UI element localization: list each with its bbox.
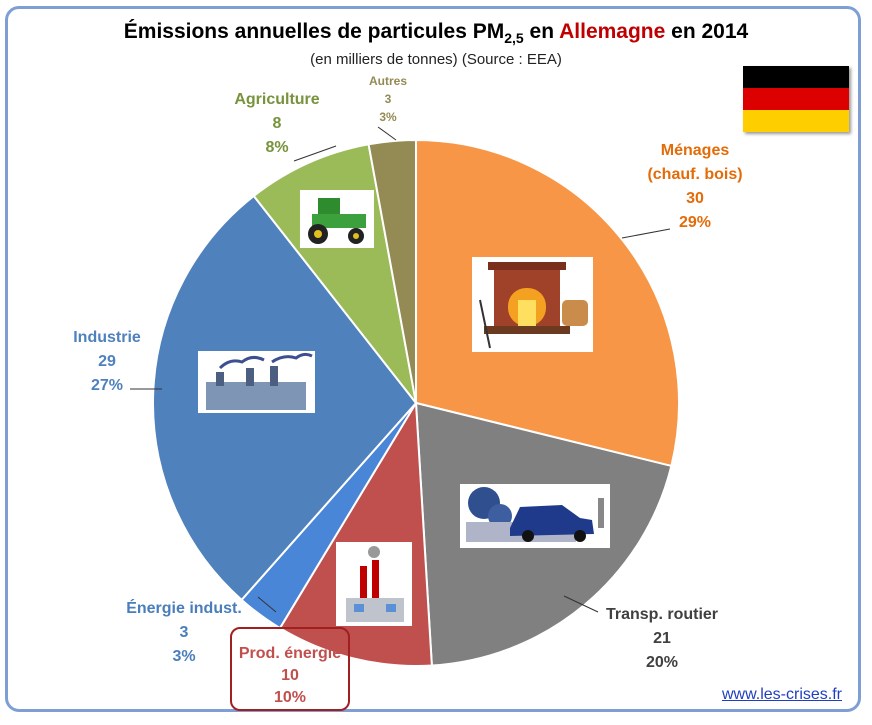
label-industrie: Industrie 29 27% [73,329,141,394]
label-autres: Autres 3 3% [368,74,407,124]
pie-slice-agriculture [252,143,417,404]
leader-line-energie-indust [257,596,277,613]
highlight-box [230,627,350,711]
label-menages: Ménages (chauf. bois) 30 29% [647,142,743,231]
tractor-icon [300,190,374,248]
power-plant-icon [336,542,412,626]
fireplace-icon [472,257,593,352]
factory-icon [198,351,315,413]
leader-line-agriculture [293,145,337,162]
germany-flag-icon [743,66,849,132]
leader-line-menages [621,228,671,239]
pie-slice-autres [367,138,417,404]
label-transp-routier: Transp. routier 21 20% [605,606,719,671]
leader-line-transp-routier [563,595,599,613]
leader-line-autres [377,126,397,141]
chart-subtitle: (en milliers de tonnes) (Source : EEA) [310,51,562,68]
car-pollution-icon [460,484,610,548]
label-prod-energie: Prod. énergie 10 10% [238,645,342,706]
label-agriculture: Agriculture 8 8% [234,91,320,156]
source-link[interactable]: www.les-crises.fr [722,686,843,703]
chart-title: Émissions annuelles de particules PM2,5 … [123,20,749,47]
label-energie-indust: Énergie indust. 3 3% [126,600,242,665]
